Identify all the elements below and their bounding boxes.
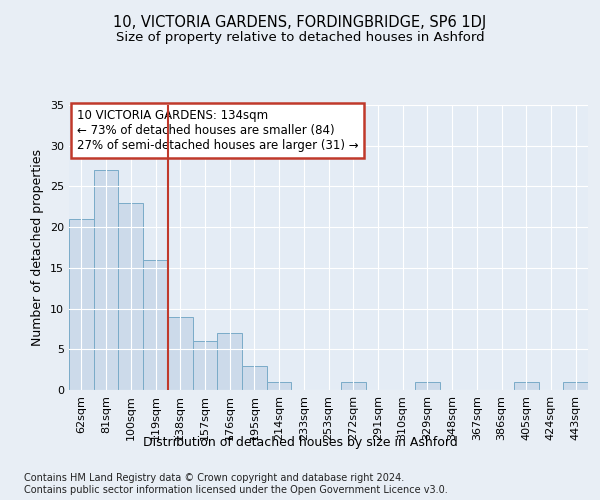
- Bar: [242, 366, 267, 390]
- Bar: [217, 333, 242, 390]
- Bar: [514, 382, 539, 390]
- Text: Size of property relative to detached houses in Ashford: Size of property relative to detached ho…: [116, 31, 484, 44]
- Text: Contains HM Land Registry data © Crown copyright and database right 2024.
Contai: Contains HM Land Registry data © Crown c…: [24, 474, 448, 495]
- Y-axis label: Number of detached properties: Number of detached properties: [31, 149, 44, 346]
- Bar: [69, 219, 94, 390]
- Bar: [267, 382, 292, 390]
- Bar: [143, 260, 168, 390]
- Bar: [341, 382, 365, 390]
- Text: Distribution of detached houses by size in Ashford: Distribution of detached houses by size …: [143, 436, 457, 449]
- Bar: [118, 202, 143, 390]
- Bar: [415, 382, 440, 390]
- Bar: [193, 341, 217, 390]
- Bar: [168, 316, 193, 390]
- Bar: [94, 170, 118, 390]
- Bar: [563, 382, 588, 390]
- Text: 10 VICTORIA GARDENS: 134sqm
← 73% of detached houses are smaller (84)
27% of sem: 10 VICTORIA GARDENS: 134sqm ← 73% of det…: [77, 110, 358, 152]
- Text: 10, VICTORIA GARDENS, FORDINGBRIDGE, SP6 1DJ: 10, VICTORIA GARDENS, FORDINGBRIDGE, SP6…: [113, 15, 487, 30]
